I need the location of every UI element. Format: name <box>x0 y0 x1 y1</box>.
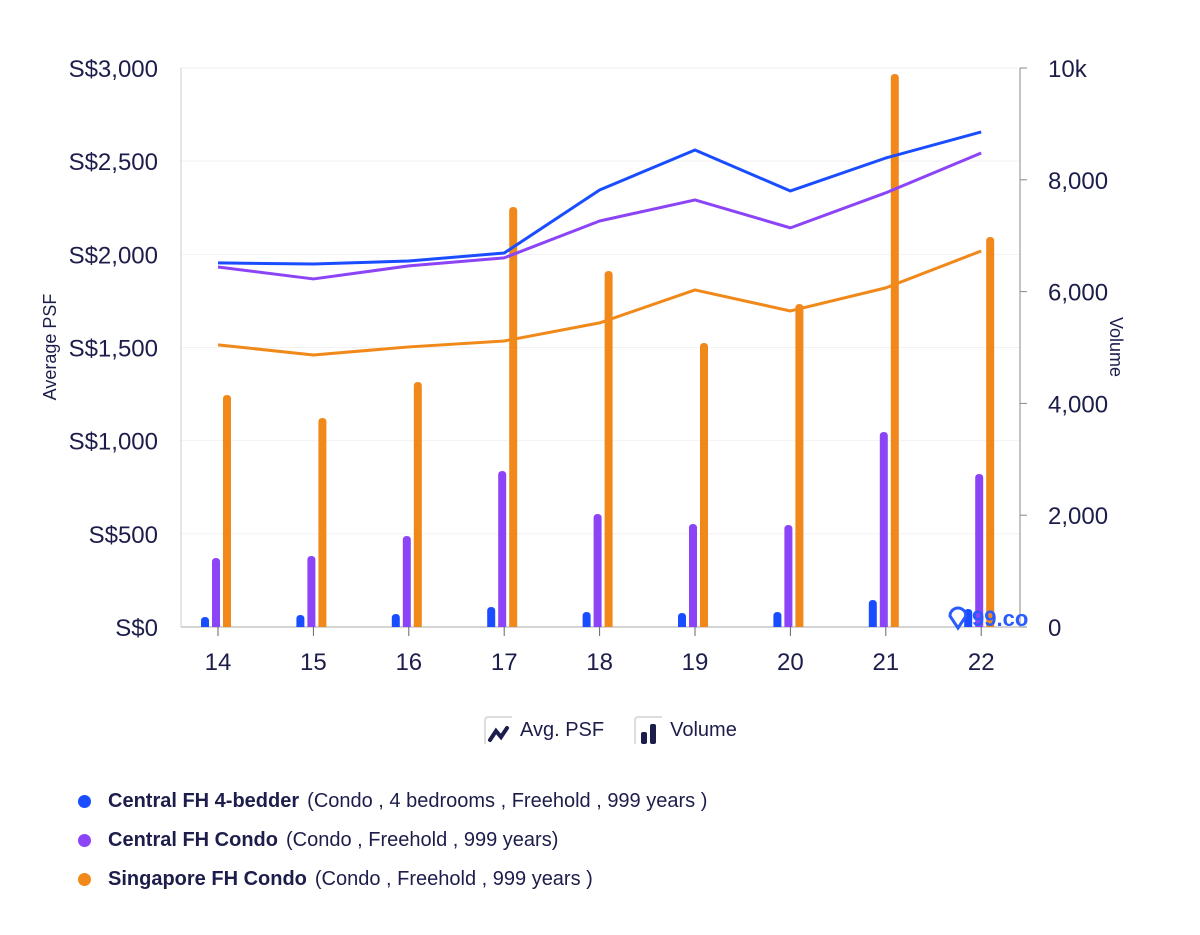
y-tick-label: S$3,000 <box>69 56 158 83</box>
series-detail: (Condo , 4 bedrooms , Freehold , 999 yea… <box>307 790 708 812</box>
volume-bar <box>795 304 804 627</box>
y2-axis-title: Volume <box>1106 317 1126 377</box>
x-tick-label: 22 <box>968 649 995 676</box>
legend-avg-psf-label: Avg. PSF <box>520 718 605 741</box>
series-legend: Central FH 4-bedder (Condo , 4 bedrooms ,… <box>78 782 707 899</box>
y-tick-label: S$1,500 <box>69 336 158 363</box>
volume-bar <box>879 432 888 627</box>
x-tick-label: 14 <box>205 649 232 676</box>
series-legend-item[interactable]: Central FH Condo (Condo , Freehold , 999 … <box>78 821 707 860</box>
volume-bar <box>391 613 400 627</box>
series-name: Central FH 4-bedder <box>108 790 300 812</box>
volume-bar <box>773 612 782 627</box>
series-legend-item[interactable]: Central FH 4-bedder (Condo , 4 bedrooms ,… <box>78 782 707 821</box>
legend-volume-label: Volume <box>670 718 737 741</box>
volume-bar <box>678 613 686 627</box>
series-name: Singapore FH Condo <box>108 868 307 890</box>
x-tick-label: 15 <box>300 649 327 676</box>
y-tick-label: S$1,000 <box>69 429 158 456</box>
x-tick-label: 16 <box>395 649 422 676</box>
line-chart-icon <box>484 716 512 744</box>
volume-bar <box>413 381 422 627</box>
volume-bar <box>593 513 602 627</box>
volume-bar <box>223 395 231 627</box>
y-tick-label: S$2,000 <box>69 242 158 269</box>
x-tick-label: 21 <box>872 649 899 676</box>
volume-bar <box>487 606 496 627</box>
psf-line <box>217 249 982 357</box>
y-tick-label: S$500 <box>89 522 158 549</box>
x-tick-label: 18 <box>586 649 613 676</box>
series-name: Central FH Condo <box>108 829 278 851</box>
y-axis-title: Average PSF <box>40 294 60 401</box>
y-tick-label: S$2,500 <box>69 149 158 176</box>
volume-bar <box>307 556 316 627</box>
bar-chart-icon <box>634 716 663 744</box>
series-dot <box>78 834 91 847</box>
volume-bar <box>689 523 697 627</box>
legend-volume[interactable]: Volume <box>634 716 737 744</box>
volume-bar <box>402 535 411 627</box>
volume-bar <box>296 614 305 627</box>
x-tick-label: 20 <box>777 649 804 676</box>
series-detail: (Condo , Freehold , 999 years) <box>286 829 559 851</box>
volume-bar <box>498 470 507 627</box>
volume-bar <box>582 612 591 627</box>
y2-tick-label: 2,000 <box>1048 503 1108 530</box>
volume-bar <box>890 73 899 627</box>
volume-bar <box>318 417 327 627</box>
legend-avg-psf[interactable]: Avg. PSF <box>484 716 604 744</box>
x-tick-label: 17 <box>491 649 518 676</box>
x-tick-label: 19 <box>682 649 709 676</box>
watermark-logo: 99.co <box>972 606 1028 631</box>
volume-bar <box>212 558 220 627</box>
y2-tick-label: 0 <box>1048 615 1061 642</box>
psf-line <box>217 151 982 281</box>
y2-tick-label: 6,000 <box>1048 280 1108 307</box>
volume-bar <box>509 206 518 627</box>
volume-bar <box>986 236 995 627</box>
y2-tick-label: 8,000 <box>1048 168 1108 195</box>
location-pin-icon <box>948 606 968 631</box>
chart: S$0 S$500 S$1,000 S$1,500 S$2,000 S$2,500 S$3,… <box>40 56 1126 676</box>
psf-line <box>217 130 982 266</box>
y2-tick-label: 4,000 <box>1048 391 1108 418</box>
chart-legend: Avg. PSF Volume <box>484 716 737 744</box>
y-tick-label: S$0 <box>115 615 158 642</box>
series-dot <box>78 795 91 808</box>
volume-bar <box>784 524 793 627</box>
volume-bar <box>975 474 984 627</box>
volume-bar <box>604 270 613 627</box>
series-detail: (Condo , Freehold , 999 years ) <box>314 868 593 890</box>
volume-bar <box>868 600 877 627</box>
volume-bar <box>700 342 708 627</box>
series-legend-item[interactable]: Singapore FH Condo (Condo , Freehold , 99… <box>78 860 707 899</box>
volume-bar <box>201 616 209 627</box>
y2-tick-label: 10k <box>1048 56 1088 83</box>
series-dot <box>78 873 91 886</box>
